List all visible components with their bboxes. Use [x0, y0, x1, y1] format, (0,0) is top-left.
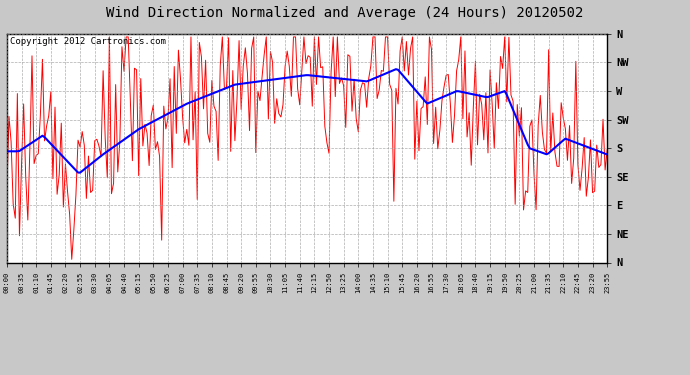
Text: Copyright 2012 Cartronics.com: Copyright 2012 Cartronics.com [10, 37, 166, 46]
Text: Wind Direction Normalized and Average (24 Hours) 20120502: Wind Direction Normalized and Average (2… [106, 6, 584, 20]
